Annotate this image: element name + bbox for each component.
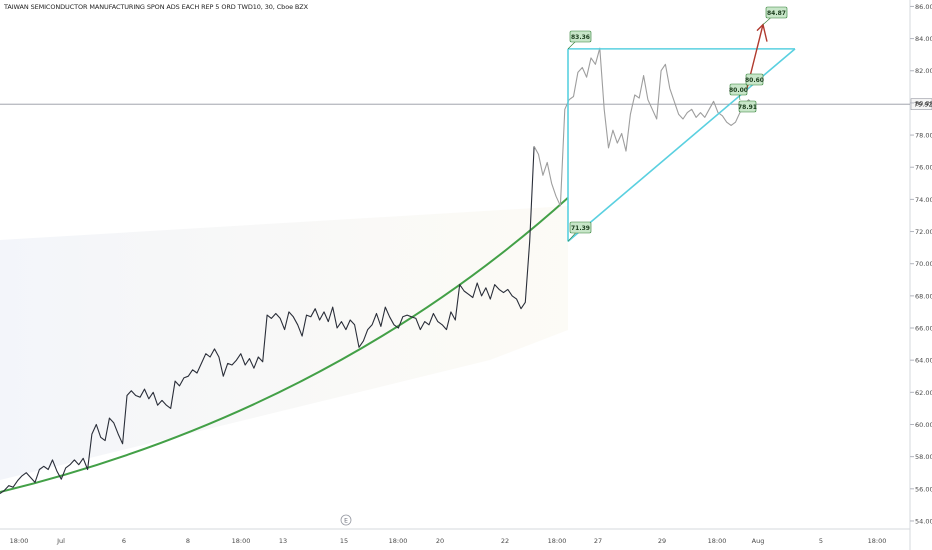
x-tick-label: Jul: [56, 537, 65, 545]
x-tick-label: Aug: [752, 537, 765, 545]
label-78-91-box: [738, 100, 757, 113]
y-tick-label: 68.00: [915, 292, 932, 300]
shaded-region: [0, 206, 568, 480]
label-80-60-box: [745, 73, 764, 86]
earnings-marker-label: E: [344, 518, 348, 525]
price-line-recent: [533, 47, 754, 207]
x-tick-label: 8: [186, 537, 190, 545]
y-tick-label: 58.00: [915, 453, 932, 461]
last-price-badge: [910, 98, 932, 110]
x-tick-label: 18:00: [708, 537, 727, 545]
base-label: 71.39: [567, 221, 592, 242]
x-tick-label: 20: [436, 537, 444, 545]
x-tick-label: 18:00: [389, 537, 408, 545]
y-tick-label: 66.00: [915, 325, 932, 333]
label-80-00-box: [729, 83, 748, 96]
y-tick-label: 84.00: [915, 35, 932, 43]
label-78-91: 78.91: [738, 100, 757, 113]
price-line: [0, 146, 535, 495]
last-price-label: 79.92: [914, 101, 932, 109]
apex-label-box: [569, 30, 592, 43]
label-80-00: 80.00: [729, 83, 748, 101]
y-tick-label: 60.00: [915, 421, 932, 429]
x-tick-label: 13: [279, 537, 287, 545]
x-tick-label: 6: [122, 537, 126, 545]
label-80-00-text: 80.00: [729, 87, 748, 94]
y-tick-label: 54.00: [915, 517, 932, 525]
y-tick-label: 74.00: [915, 196, 932, 204]
x-tick-label: 5: [819, 537, 823, 545]
y-tick-label: 80.00: [915, 99, 932, 107]
y-tick-label: 72.00: [915, 228, 932, 236]
x-tick-label: 29: [658, 537, 666, 545]
label-80-60-text: 80.60: [745, 77, 764, 84]
y-tick-label: 82.00: [915, 67, 932, 75]
base-label-text: 71.39: [571, 225, 590, 232]
chart-title: TAIWAN SEMICONDUCTOR MANUFACTURING SPON …: [4, 3, 308, 11]
y-tick-label: 56.00: [915, 485, 932, 493]
x-tick-label: 18:00: [548, 537, 567, 545]
apex-label-text: 83.36: [571, 34, 590, 41]
earnings-marker[interactable]: [340, 514, 352, 526]
y-tick-label: 64.00: [915, 357, 932, 365]
x-tick-label: 22: [501, 537, 509, 545]
target-label-text: 84.87: [767, 10, 786, 17]
base-label-box: [569, 221, 592, 234]
y-tick-label: 70.00: [915, 260, 932, 268]
x-tick-label: 15: [340, 537, 348, 545]
y-tick-label: 86.00: [915, 3, 932, 11]
y-tick-label: 76.00: [915, 164, 932, 172]
x-tick-label: 18:00: [10, 537, 29, 545]
parabolic-curve: [0, 197, 569, 493]
x-tick-label: 18:00: [232, 537, 251, 545]
label-78-91-text: 78.91: [738, 104, 757, 111]
label-80-60: 80.60: [745, 73, 764, 86]
target-label: 84.87: [762, 6, 788, 25]
x-tick-label: 27: [594, 537, 602, 545]
x-tick-label: 18:00: [868, 537, 887, 545]
apex-label: 83.36: [567, 30, 592, 50]
target-label-box: [765, 6, 788, 19]
y-tick-label: 62.00: [915, 389, 932, 397]
y-tick-label: 78.00: [915, 132, 932, 140]
